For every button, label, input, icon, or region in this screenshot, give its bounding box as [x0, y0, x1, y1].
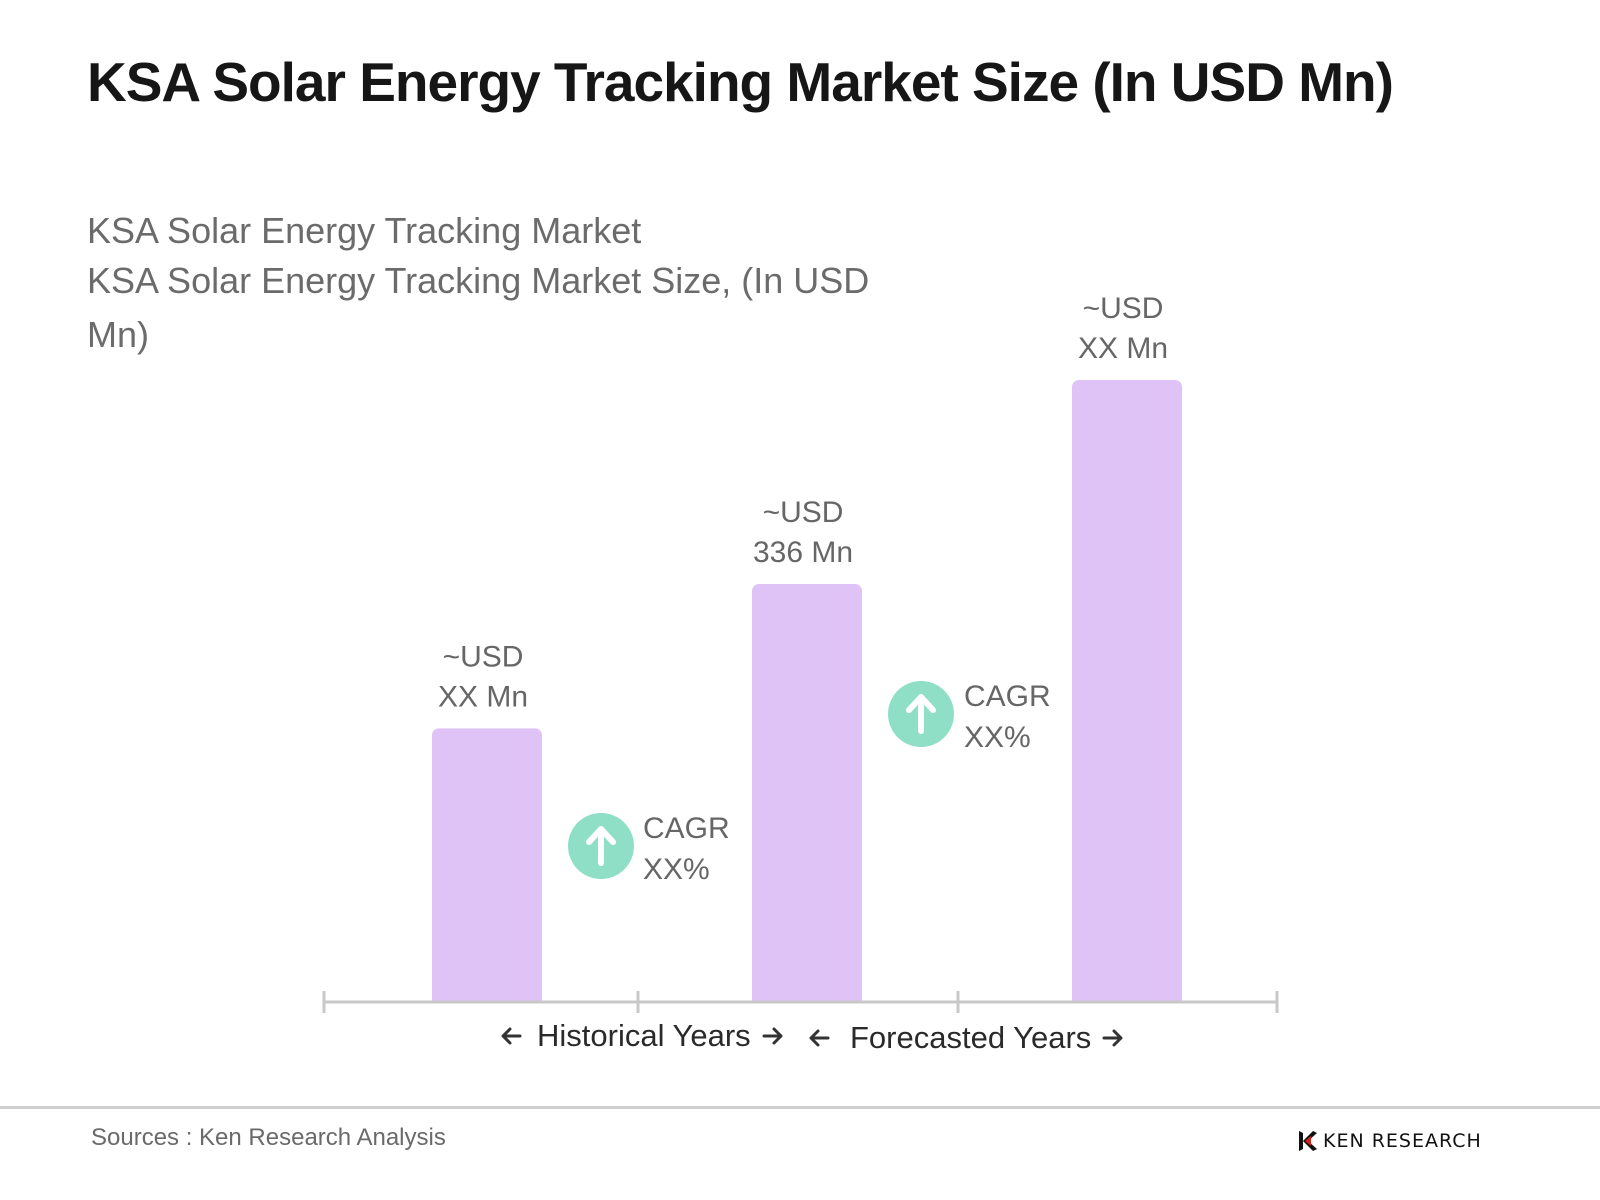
- bar-3-value-label: XX Mn: [1078, 332, 1168, 365]
- cagr-label: CAGR: [643, 812, 730, 845]
- arrow-up-icon: [586, 826, 616, 866]
- bar-3-value-label: ~USD: [1083, 292, 1164, 325]
- period-labels: Historical Years Forecasted Years: [501, 1018, 1123, 1055]
- brand-logo: KEN RESEARCH: [1297, 1127, 1482, 1155]
- cagr-value: XX%: [643, 853, 710, 886]
- arrow-up-icon-head: [906, 694, 936, 713]
- bar-3-base: [1072, 992, 1182, 1002]
- chart-subtitle: KSA Solar Energy Tracking Market: [87, 210, 642, 251]
- bar-2-value-label: 336 Mn: [753, 536, 853, 569]
- arrow-right-icon: [1102, 1029, 1123, 1047]
- bar-3: [1072, 380, 1182, 1002]
- cagr-label: CAGR: [964, 680, 1051, 713]
- arrow-left-icon-head: [809, 1029, 820, 1047]
- arrow-right-icon: [762, 1027, 783, 1045]
- bar-1-value-label: XX Mn: [438, 680, 528, 713]
- bar-1-base: [432, 992, 542, 1002]
- arrow-left-icon: [501, 1027, 522, 1045]
- period-label-text: Historical Years: [537, 1018, 751, 1053]
- bar-1-value-label: ~USD: [443, 640, 524, 673]
- bars-layer: [432, 380, 1182, 1002]
- value-labels-layer: ~USD XX Mn ~USD 336 Mn ~USD XX Mn: [438, 292, 1168, 713]
- period-label-1: Historical Years: [501, 1018, 783, 1053]
- x-axis: [322, 991, 1279, 1013]
- period-label-text: Forecasted Years: [850, 1020, 1091, 1055]
- bar-1: [432, 728, 542, 1002]
- arrow-left-icon: [809, 1029, 830, 1047]
- arrow-right-icon-head: [772, 1027, 783, 1045]
- cagr-annotation-2: CAGR XX%: [888, 680, 1051, 754]
- chart-subtitle-secondary: KSA Solar Energy Tracking Market Size, (…: [87, 260, 870, 355]
- cagr-value: XX%: [964, 721, 1031, 754]
- period-label-2: Forecasted Years: [809, 1020, 1123, 1055]
- arrow-left-icon-head: [501, 1027, 512, 1045]
- bar-2-value-label: ~USD: [763, 496, 844, 529]
- arrow-right-icon-head: [1112, 1029, 1123, 1047]
- cagr-annotations: CAGR XX% CAGR XX%: [568, 680, 1051, 886]
- ken-research-logo-icon: [1299, 1131, 1317, 1151]
- brand-name: KEN RESEARCH: [1323, 1130, 1482, 1152]
- bar-2: [752, 584, 862, 1002]
- page-title: KSA Solar Energy Tracking Market Size (I…: [87, 51, 1394, 113]
- cagr-annotation-1: CAGR XX%: [568, 812, 730, 886]
- arrow-up-icon: [906, 694, 936, 734]
- arrow-up-icon-head: [586, 826, 616, 845]
- footer-divider: [0, 1106, 1600, 1109]
- source-note: Sources : Ken Research Analysis: [91, 1124, 446, 1151]
- bar-2-base: [752, 992, 862, 1002]
